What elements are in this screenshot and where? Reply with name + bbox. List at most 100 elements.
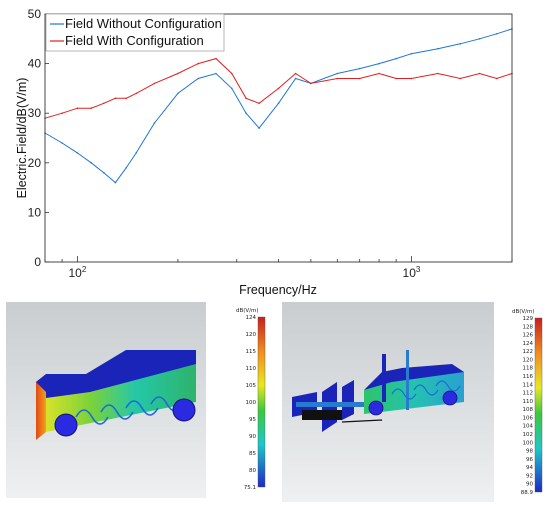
series-2-point [215, 57, 217, 60]
series-2-point [395, 77, 398, 80]
series-2-point [103, 102, 105, 105]
series-2-point [294, 72, 297, 75]
series-1-point [90, 162, 92, 164]
series-1-point [336, 72, 339, 75]
series-1-point [245, 112, 247, 114]
right-field-render: dB(V/m) 129 128 126 124 122 120 118 116 114 112 11… [282, 302, 543, 502]
series-1-point [378, 62, 380, 65]
series-2-point [61, 112, 63, 114]
y-tick-label: 50 [28, 7, 42, 21]
series-2-point [177, 72, 179, 75]
y-tick-label: 10 [28, 205, 42, 219]
series-2-point [358, 77, 361, 80]
series-2-point [90, 107, 92, 109]
y-tick-label: 20 [28, 156, 42, 170]
colorbar-tick-label: 100 [523, 440, 534, 446]
right-car-front-wheel [368, 400, 384, 416]
series-2-point [231, 72, 233, 75]
series-1-point [478, 38, 481, 40]
colorbar-tick-label: 120 [523, 357, 534, 363]
x-tick-label: 103 [403, 265, 421, 280]
left-colorbar-bar [257, 316, 266, 488]
right-antenna-structures [382, 350, 409, 410]
legend: Field Without Configuration Field With C… [45, 13, 225, 52]
y-tick-label: 0 [34, 255, 41, 269]
colorbar-tick-label: 96 [526, 457, 533, 463]
x-axis-title: Frequency/Hz [239, 283, 317, 297]
y-tick-label: 30 [28, 106, 42, 120]
series-1-point [395, 57, 398, 60]
colorbar-tick-label: 106 [523, 415, 534, 421]
series-2-point [277, 87, 280, 90]
series-line-1 [44, 28, 513, 184]
series-1-point [153, 122, 156, 124]
left-colorbar-labels: 124 120 115 110 105 100 95 90 85 80 75.1 [244, 315, 257, 491]
right-field-swirls [391, 380, 461, 400]
series-2-point [378, 72, 380, 75]
colorbar-tick-label: 100 [246, 400, 257, 406]
colorbar-tick-label: 116 [523, 374, 534, 380]
series-2-point [125, 97, 127, 100]
right-ground-structures [292, 380, 383, 432]
series-2-point [410, 77, 413, 80]
series-line-2 [44, 58, 513, 119]
series-2-point [310, 82, 312, 85]
series-1-point [61, 142, 63, 144]
right-simulation-panel: dB(V/m) 129 128 126 124 122 120 118 116 114 112 11… [282, 302, 550, 502]
axis-layer: 0 10 20 30 40 50 102 103 [28, 7, 513, 280]
series-1-point [125, 167, 127, 169]
colorbar-tick-label: 105 [246, 383, 257, 389]
legend-label-series-2: Field With Configuration [65, 33, 204, 48]
colorbar-tick-label: 75.1 [244, 485, 256, 491]
left-car-front-wheel [54, 413, 78, 437]
series-1-point [135, 152, 137, 154]
series-2-point [135, 92, 137, 95]
series-2-point [153, 82, 156, 85]
series-1-point [103, 171, 105, 174]
left-car-rear-wheel [172, 398, 196, 422]
colorbar-tick-label: 85 [249, 451, 256, 457]
colorbar-tick-label: 124 [246, 315, 257, 321]
legend-label-series-1: Field Without Configuration [65, 16, 222, 31]
frequency-chart: 0 10 20 30 40 50 102 103 Field Without Configur… [15, 7, 513, 297]
colorbar-tick-label: 118 [523, 366, 534, 372]
y-axis-title: Electric.Field/dB(V/m) [15, 78, 29, 199]
colorbar-tick-label: 90 [526, 482, 533, 488]
series-1-point [258, 127, 260, 129]
series-2-point [245, 97, 247, 100]
series-1-point [358, 67, 361, 70]
colorbar-tick-label: 110 [246, 366, 257, 372]
colorbar-tick-label: 95 [249, 417, 256, 423]
right-car-roof [364, 364, 464, 390]
series-1-point [437, 47, 439, 50]
series-1-point [459, 43, 462, 45]
series-1-point [410, 52, 413, 55]
left-car-front-face [36, 374, 46, 440]
colorbar-tick-label: 128 [523, 324, 534, 330]
colorbar-tick-label: 124 [523, 341, 534, 347]
colorbar-tick-label: 98 [526, 449, 533, 455]
series-1-point [277, 102, 280, 105]
colorbar-tick-label: 90 [249, 434, 256, 440]
right-colorbar-bar [534, 317, 543, 493]
colorbar-tick-label: 102 [523, 432, 534, 438]
colorbar-tick-label: 114 [523, 382, 534, 388]
left-colorbar-unit: dB(V/m) [236, 308, 259, 314]
colorbar-tick-label: 108 [523, 407, 534, 413]
colorbar-tick-label: 122 [523, 349, 534, 355]
left-car-top-panel [46, 350, 196, 398]
series-1-point [177, 92, 179, 95]
series-2-point [495, 77, 498, 80]
series-2-point [336, 77, 339, 80]
colorbar-tick-label: 94 [526, 465, 533, 471]
colorbar-tick-label: 110 [523, 399, 534, 405]
series-2-point [478, 72, 481, 75]
colorbar-tick-label: 120 [246, 332, 257, 338]
left-field-render: dB(V/m) 124 120 115 110 105 100 95 90 85 80 75.1 [6, 302, 266, 498]
series-2-point [459, 77, 462, 80]
series-1-point [114, 181, 117, 184]
series-2-point [437, 72, 439, 75]
left-simulation-panel: dB(V/m) 124 120 115 110 105 100 95 90 85 80 75.1 [6, 302, 274, 498]
series-1-point [215, 72, 217, 75]
series-1-point [231, 87, 233, 90]
